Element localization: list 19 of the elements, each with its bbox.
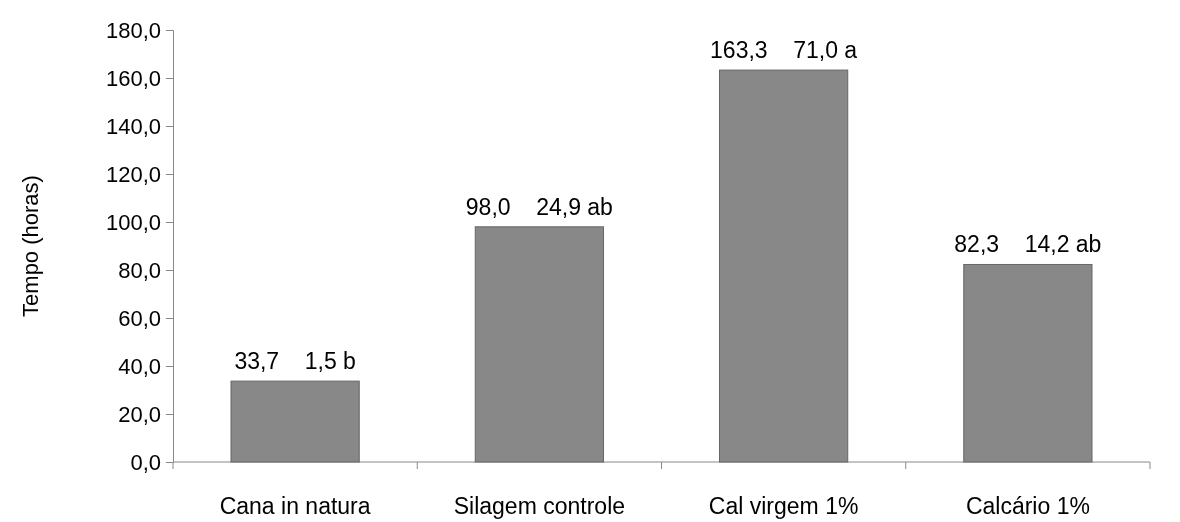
- y-tick-label: 20,0: [118, 401, 161, 427]
- x-tick-label: Calcário 1%: [965, 493, 1090, 519]
- data-label: 98,0 24,9 ab: [465, 193, 613, 220]
- y-tick-label: 160,0: [105, 65, 161, 91]
- y-tick-label: 60,0: [118, 305, 161, 331]
- x-tick-label: Cana in natura: [219, 493, 371, 519]
- data-label: 33,7 1,5 b: [234, 348, 356, 375]
- y-tick-label: 180,0: [105, 17, 161, 43]
- y-tick-label: 80,0: [118, 257, 161, 283]
- y-tick-label: 40,0: [118, 353, 161, 379]
- y-tick-label: 100,0: [105, 209, 161, 235]
- y-tick-label: 120,0: [105, 161, 161, 187]
- x-tick-label: Cal virgem 1%: [708, 493, 859, 519]
- y-axis-title: Tempo (horas): [18, 175, 43, 317]
- y-tick-label: 140,0: [105, 113, 161, 139]
- data-label: 82,3 14,2 ab: [954, 231, 1102, 258]
- x-tick-label: Silagem controle: [453, 493, 626, 519]
- y-tick-label: 0,0: [130, 449, 161, 475]
- data-label: 163,3 71,0 a: [710, 37, 858, 64]
